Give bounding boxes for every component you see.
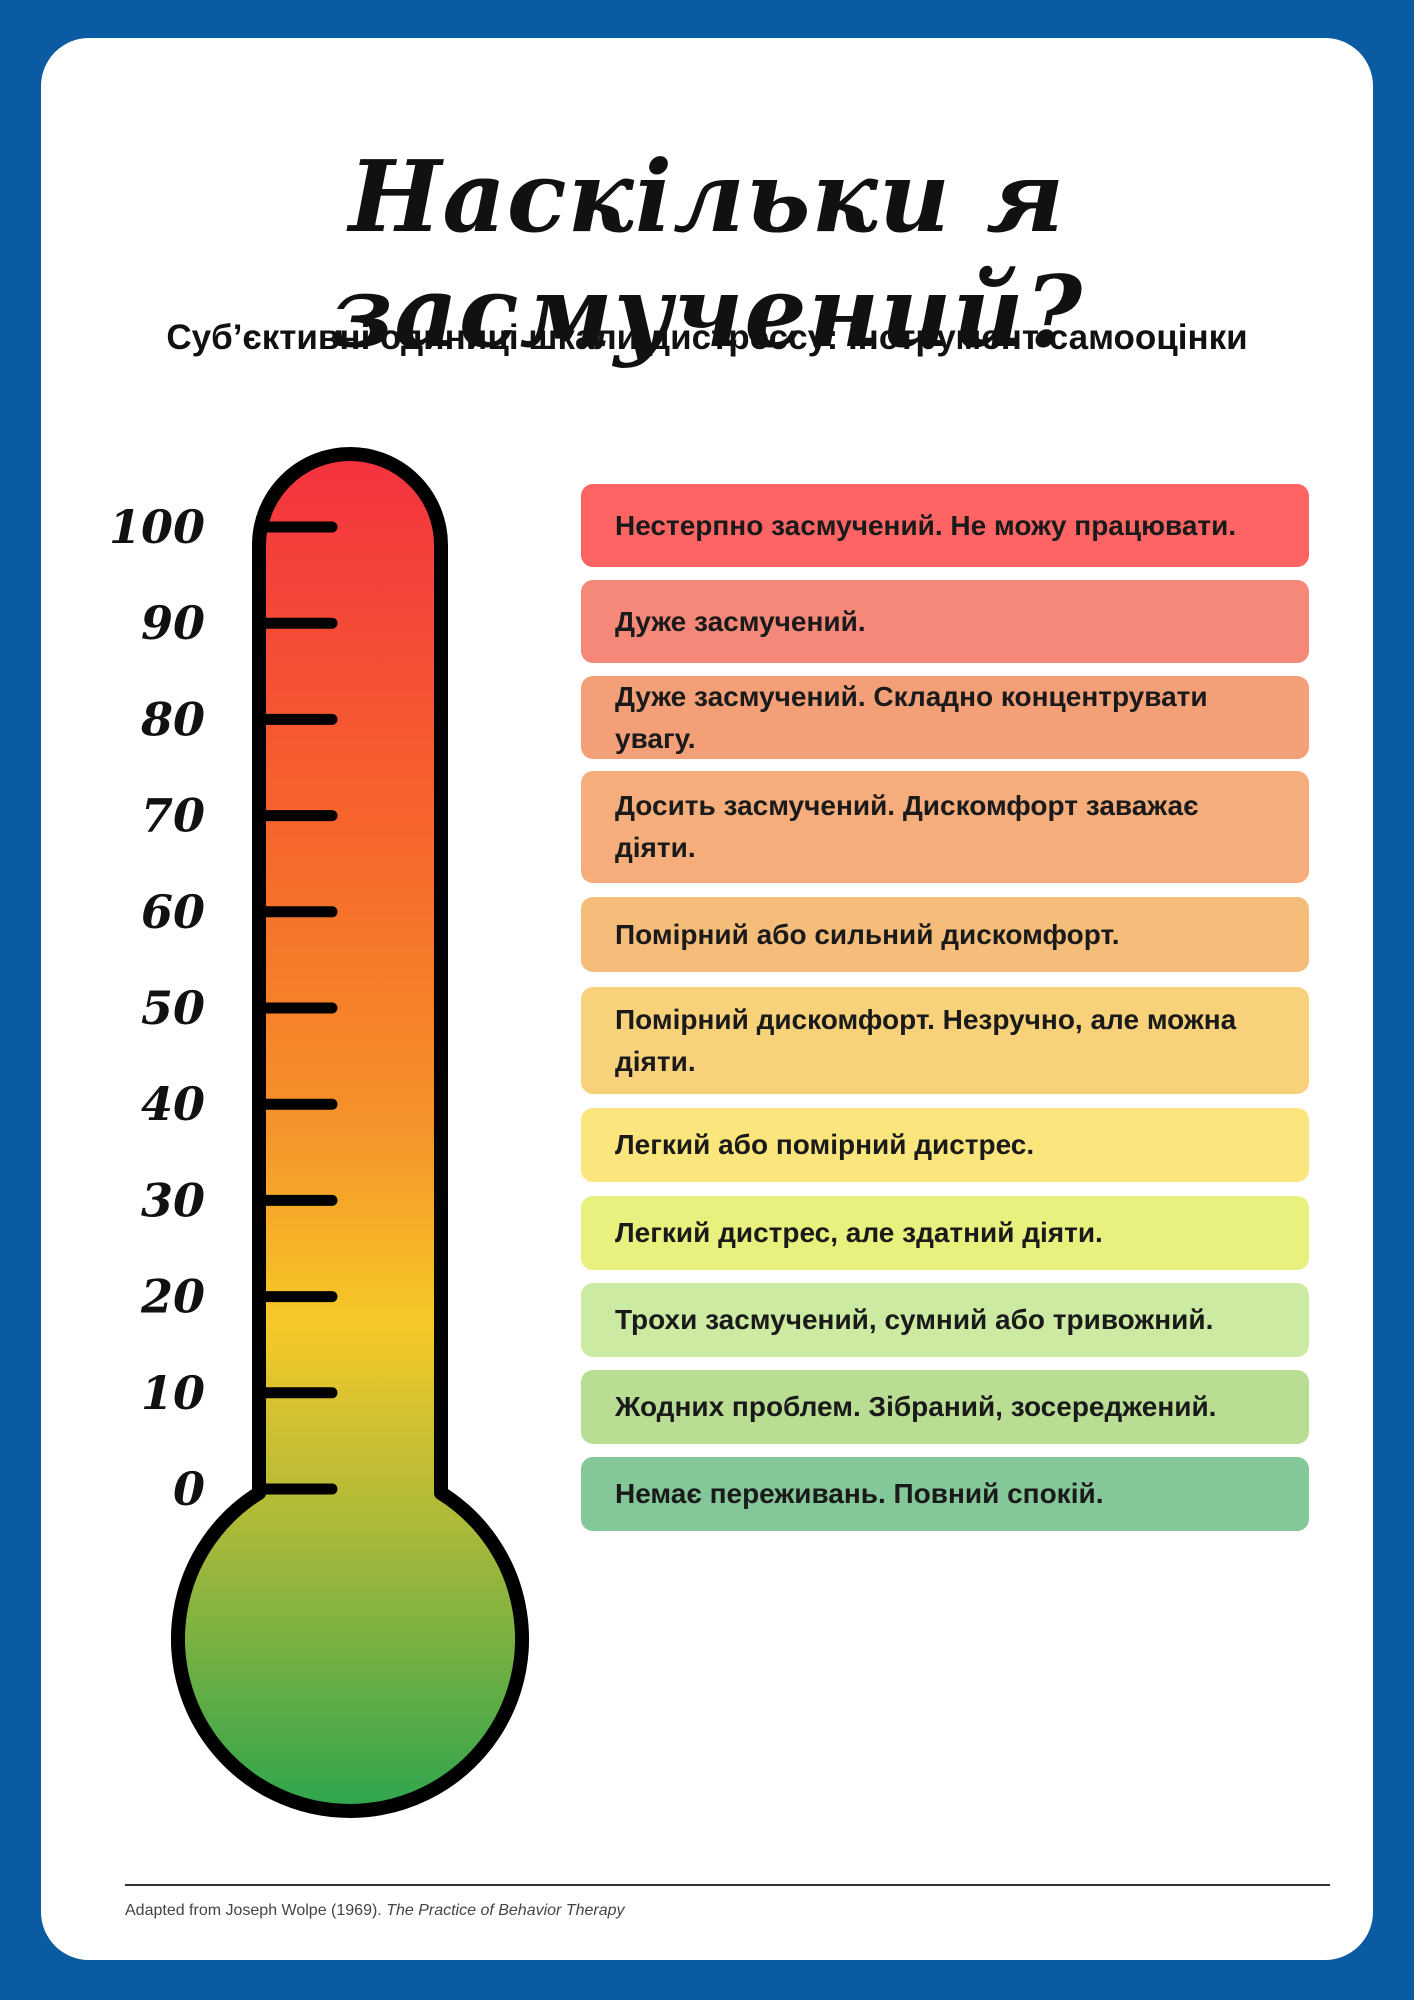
distress-level-text: Легкий або помірний дистрес. bbox=[615, 1129, 1035, 1160]
page-subtitle: Суб’єктивні одиниці шкали дистрессу: інс… bbox=[166, 318, 1248, 357]
distress-level-text: Немає переживань. Повний спокій. bbox=[615, 1478, 1104, 1509]
tick-label: 60 bbox=[141, 885, 205, 939]
distress-level-9: Жодних проблем. Зібраний, зосереджений. bbox=[581, 1370, 1309, 1444]
tick-label: 40 bbox=[141, 1077, 205, 1131]
distress-level-text: Легкий дистрес, але здатний діяти. bbox=[615, 1217, 1103, 1248]
distress-level-text: Помірний або сильний дискомфорт. bbox=[615, 918, 1120, 950]
distress-level-text: Нестерпно засмучений. Не можу працювати. bbox=[615, 509, 1237, 541]
distress-level-text: Дуже засмучений. Складно концентрувати у… bbox=[615, 680, 1208, 754]
tick-label: 50 bbox=[141, 981, 205, 1035]
distress-level-text: Дуже засмучений. bbox=[615, 605, 866, 637]
distress-level-10: Немає переживань. Повний спокій. bbox=[581, 1457, 1309, 1531]
distress-level-1: Дуже засмучений. bbox=[581, 580, 1309, 663]
source-credit-prefix: Adapted from Joseph Wolpe (1969). bbox=[125, 1902, 387, 1919]
tick-label: 80 bbox=[140, 692, 205, 746]
tick-label: 10 bbox=[141, 1366, 205, 1420]
tick-label: 20 bbox=[140, 1270, 205, 1324]
distress-level-text: Жодних проблем. Зібраний, зосереджений. bbox=[615, 1391, 1217, 1422]
distress-level-4: Помірний або сильний дискомфорт. bbox=[581, 897, 1309, 972]
source-credit-book: The Practice of Behavior Therapy bbox=[386, 1902, 625, 1919]
tick-label: 70 bbox=[141, 789, 205, 843]
distress-level-text: Трохи засмучений, сумний або тривожний. bbox=[615, 1304, 1214, 1335]
distress-level-text: Досить засмучений. Дискомфорт заважає ді… bbox=[615, 790, 1199, 863]
distress-level-6: Легкий або помірний дистрес. bbox=[581, 1108, 1309, 1182]
distress-level-text: Помірний дискомфорт. Незручно, але можна… bbox=[615, 1003, 1237, 1077]
tick-label: 100 bbox=[109, 500, 205, 554]
tick-label: 0 bbox=[173, 1462, 205, 1516]
distress-level-0: Нестерпно засмучений. Не можу працювати. bbox=[581, 484, 1309, 567]
tick-label: 30 bbox=[141, 1173, 205, 1227]
page-title: Наскільки я засмучений? bbox=[330, 140, 1084, 370]
tick-label: 90 bbox=[141, 596, 205, 650]
source-credit: Adapted from Joseph Wolpe (1969). The Pr… bbox=[125, 1902, 625, 1920]
thermometer-body bbox=[171, 447, 529, 1818]
footer-divider bbox=[125, 1884, 1330, 1886]
distress-level-7: Легкий дистрес, але здатний діяти. bbox=[581, 1196, 1309, 1270]
distress-level-2: Дуже засмучений. Складно концентрувати у… bbox=[581, 676, 1309, 759]
distress-level-3: Досить засмучений. Дискомфорт заважає ді… bbox=[581, 771, 1309, 883]
distress-level-5: Помірний дискомфорт. Незручно, але можна… bbox=[581, 987, 1309, 1094]
distress-level-8: Трохи засмучений, сумний або тривожний. bbox=[581, 1283, 1309, 1357]
